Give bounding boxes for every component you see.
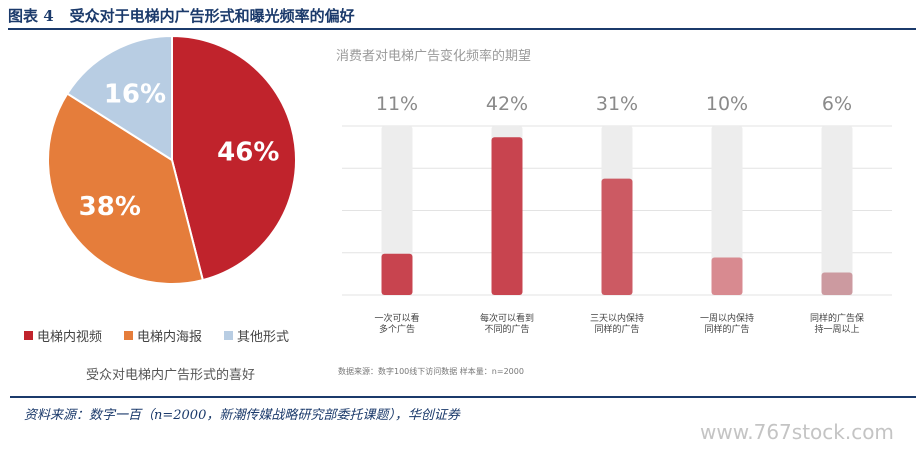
pie-chart-title: 受众对电梯内广告形式的喜好 — [86, 368, 256, 383]
bar-category-label-1: 多个广告 — [379, 323, 415, 335]
source-note: 资料来源：数字一百（n=2000，新潮传媒战略研究部委托课题），华创证券 — [24, 408, 460, 423]
pie-slice-1 — [171, 34, 297, 282]
bar-category-label-3: 三天以内保持 — [590, 312, 644, 324]
pie-legend: 电梯内视频 电梯内海报 其他形式 — [24, 326, 289, 345]
source-rule — [10, 396, 916, 398]
pie-slice-2 — [47, 92, 205, 285]
bar-5 — [821, 272, 853, 295]
legend-swatch — [124, 331, 134, 340]
bar-value-label-3: 31% — [596, 93, 638, 115]
pie-chart: 46% 38% 16% — [47, 34, 297, 285]
bar-track-4 — [711, 126, 743, 295]
pie-slice-label-1: 46% — [217, 137, 279, 167]
bar-value-label-2: 42% — [486, 93, 528, 115]
legend-item-2: 电梯内海报 — [124, 326, 202, 345]
legend-item-3: 其他形式 — [224, 326, 289, 345]
pie-slice-label-2: 38% — [79, 192, 141, 222]
figure-title-text: 受众对于电梯内广告形式和曝光频率的偏好 — [69, 7, 355, 25]
chart-panel: 46% 38% 16% 电梯内视频 电梯内海报 其他形式 受众对电梯内广告形式的喜好 消… — [20, 34, 900, 392]
legend-item-1: 电梯内视频 — [24, 326, 102, 345]
bar-value-label-1: 11% — [376, 93, 418, 115]
pie-slice-label-3: 16% — [104, 80, 166, 110]
bar-chart-title: 消费者对电梯广告变化频率的期望 — [336, 49, 532, 64]
figure-title: 图表 4 受众对于电梯内广告形式和曝光频率的偏好 — [8, 5, 355, 26]
bar-track-5 — [821, 126, 853, 295]
legend-label: 电梯内视频 — [37, 330, 103, 345]
bar-3 — [601, 178, 633, 295]
bar-category-label-4: 同样的广告 — [704, 323, 749, 335]
bar-value-label-5: 6% — [822, 93, 852, 115]
bar-chart: 11%一次可以看多个广告42%每次可以看到不同的广告31%三天以内保持同样的广告… — [342, 93, 892, 335]
bar-value-label-4: 10% — [706, 93, 748, 115]
legend-swatch — [224, 331, 234, 340]
legend-label: 其他形式 — [237, 330, 290, 345]
bar-category-label-3: 同样的广告 — [594, 323, 639, 335]
pie-slice-3 — [65, 34, 173, 162]
bar-category-label-5: 持一周以上 — [814, 323, 859, 335]
bar-chart-source: 数据来源：数字100线下访问数据 样本量：n=2000 — [338, 367, 524, 376]
watermark: www.767stock.com — [700, 420, 894, 444]
bar-category-label-4: 一周以内保持 — [700, 312, 754, 324]
bar-category-label-1: 一次可以看 — [374, 312, 419, 324]
bar-4 — [711, 257, 743, 295]
bar-track-1 — [381, 126, 413, 295]
legend-label: 电梯内海报 — [137, 330, 203, 345]
bar-category-label-5: 同样的广告保 — [810, 312, 864, 324]
bar-category-label-2: 每次可以看到 — [480, 312, 534, 324]
figure-number: 图表 4 — [8, 7, 54, 25]
bar-2 — [491, 137, 523, 295]
title-rule — [8, 28, 916, 30]
bar-1 — [381, 253, 413, 295]
bar-category-label-2: 不同的广告 — [484, 323, 529, 335]
legend-swatch — [24, 331, 33, 340]
